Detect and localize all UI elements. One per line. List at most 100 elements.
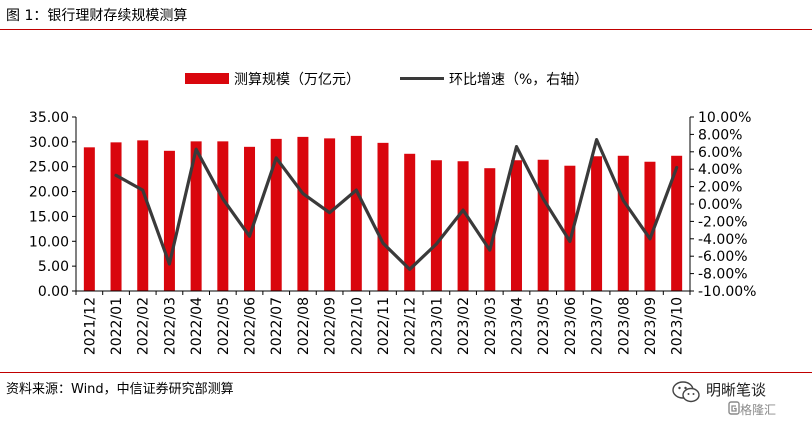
y-left-tick-label: 5.00: [38, 259, 69, 275]
x-tick-label: 2023/10: [670, 297, 686, 355]
y-right-tick-label: -10.00%: [698, 284, 756, 300]
wechat-icon: [672, 381, 700, 403]
line-point: [568, 240, 572, 243]
line-point: [461, 208, 465, 212]
gelonghui-logo-icon: [728, 401, 740, 415]
line-path: [114, 137, 679, 271]
y-right-tick-label: 10.00%: [698, 110, 751, 126]
x-tick-label: 2023/02: [456, 297, 472, 355]
x-axis: [75, 290, 691, 295]
bar: [324, 138, 336, 291]
line-point: [194, 147, 198, 151]
x-tick-label: 2023/09: [643, 297, 659, 355]
bar: [244, 146, 256, 291]
x-tick-label: 2023/06: [563, 297, 579, 355]
top-rule: [0, 29, 812, 30]
y-axis-left: 0.00 5.00 10.00 15.00 20.00 25.00 30.00 35.00: [29, 110, 77, 300]
x-tick-labels: 2021/12 2022/01 2022/02 2022/03 2022/04 2022/…: [82, 297, 685, 355]
bar: [137, 140, 149, 291]
line-point: [622, 199, 625, 202]
bar: [163, 150, 175, 291]
x-tick-label: 2022/12: [403, 297, 419, 355]
bar: [217, 141, 229, 291]
x-tick-label: 2022/02: [136, 297, 152, 355]
legend: 测算规模（万亿元） 环比增速（%，右轴）: [185, 72, 588, 88]
y-right-tick-label: 8.00%: [698, 127, 742, 143]
bar: [404, 153, 416, 291]
x-tick-label: 2022/10: [349, 297, 365, 355]
bar: [591, 156, 603, 291]
bar: [537, 159, 549, 291]
bar: [270, 138, 282, 291]
y-left-tick-label: 30.00: [29, 135, 69, 151]
y-left-tick-label: 35.00: [29, 110, 69, 126]
x-tick-label: 2023/05: [536, 297, 552, 355]
bar: [457, 161, 469, 291]
figure-title: 图 1：银行理财存续规模测算: [6, 8, 188, 24]
bar: [350, 135, 362, 291]
bar-series: [83, 135, 683, 291]
bar: [110, 142, 122, 291]
line-point: [168, 262, 171, 266]
brand-watermark: 明晰笔谈 格隆汇: [672, 379, 808, 423]
x-tick-label: 2022/05: [216, 297, 232, 355]
x-tick-label: 2022/03: [162, 297, 178, 355]
x-tick-label: 2023/07: [590, 297, 606, 355]
line-point: [675, 166, 678, 169]
line-point: [355, 188, 358, 192]
x-tick-label: 2022/11: [376, 297, 392, 355]
brand-name: 明晰笔谈: [706, 381, 767, 399]
y-left-tick-label: 25.00: [29, 160, 69, 176]
y-right-tick-label: -6.00%: [698, 249, 748, 265]
bar: [190, 141, 202, 291]
line-series: [114, 137, 679, 271]
bar: [377, 142, 389, 291]
source-note: 资料来源：Wind，中信证券研究部测算: [6, 382, 234, 397]
line-point: [275, 156, 278, 160]
x-tick-label: 2023/01: [429, 297, 445, 355]
bar: [617, 155, 629, 291]
y-left-tick-label: 0.00: [38, 284, 69, 300]
x-tick-label: 2022/07: [269, 297, 285, 355]
bar: [297, 136, 309, 291]
y-axis-right: -10.00%-8.00% -6.00%-4.00% -2.00%0.00%2.00…: [689, 110, 756, 300]
y-left-tick-label: 15.00: [29, 209, 69, 225]
y-right-tick-label: 0.00%: [698, 197, 742, 213]
x-tick-label: 2023/08: [616, 297, 632, 355]
bar: [430, 160, 442, 291]
line-point: [141, 188, 144, 192]
line-point: [648, 237, 652, 240]
line-point: [408, 268, 411, 271]
x-tick-label: 2023/04: [509, 297, 525, 355]
legend-bar-label: 测算规模（万亿元）: [234, 72, 360, 88]
bar: [644, 161, 656, 291]
legend-line-label: 环比增速（%，右轴）: [449, 72, 588, 88]
legend-bar-swatch: [185, 73, 229, 84]
bottom-rule: [0, 372, 812, 373]
y-left-tick-label: 10.00: [29, 234, 69, 250]
x-tick-label: 2022/01: [109, 297, 125, 355]
line-point: [114, 174, 118, 177]
line-point: [595, 138, 598, 141]
x-tick-label: 2022/04: [189, 297, 205, 355]
x-tick-label: 2023/03: [483, 297, 499, 355]
y-left-tick-label: 20.00: [29, 185, 69, 201]
y-right-tick-label: 2.00%: [698, 180, 742, 196]
bar: [564, 165, 576, 291]
line-point: [381, 241, 385, 245]
line-point: [301, 192, 305, 195]
y-right-tick-label: 6.00%: [698, 145, 742, 161]
y-right-tick-label: -2.00%: [698, 214, 748, 230]
line-point: [541, 197, 545, 200]
x-tick-label: 2021/12: [82, 297, 98, 355]
y-right-tick-label: -4.00%: [698, 232, 748, 248]
x-tick-label: 2022/09: [323, 297, 339, 355]
line-point: [221, 197, 225, 200]
chart: 测算规模（万亿元） 环比增速（%，右轴） 0.00 5.00 10.00 15.00 2…: [29, 72, 757, 355]
line-point: [328, 211, 331, 214]
brand-sub: 格隆汇: [740, 403, 777, 417]
y-right-tick-label: 4.00%: [698, 162, 742, 178]
line-point: [488, 248, 491, 252]
line-point: [435, 242, 438, 246]
line-point: [248, 234, 251, 238]
